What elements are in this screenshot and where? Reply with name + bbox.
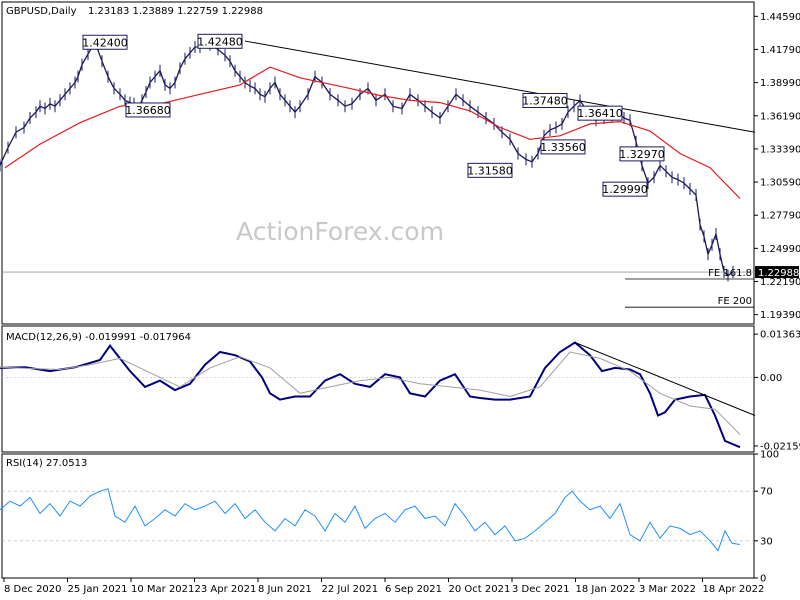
macd-trendline (574, 342, 756, 416)
price-level-label: 1.33560 (540, 141, 586, 154)
x-axis-tick-label: 25 Jan 2021 (68, 584, 128, 595)
current-price-tag (755, 266, 799, 279)
price-y-tick-label: 1.24990 (760, 244, 800, 255)
price-level-label: 1.42400 (82, 36, 128, 49)
macd-series-signal (0, 351, 741, 435)
current-price-label: 1.22988 (758, 268, 799, 279)
price-y-tick-label: 1.38990 (760, 78, 800, 89)
price-y-tick-label: 1.22190 (760, 277, 800, 288)
x-axis-tick-label: 10 Mar 2021 (131, 584, 194, 595)
fib-level-label: FE 161.8 (708, 268, 752, 279)
rsi-y-tick-label: 30 (760, 536, 773, 547)
watermark: ActionForex.com (236, 217, 444, 246)
x-axis-tick-label: 20 Oct 2021 (449, 584, 511, 595)
price-level-label-box (125, 102, 171, 118)
x-axis-tick-label: 18 Jan 2022 (576, 584, 636, 595)
macd-y-tick-label: -0.021592 (760, 441, 800, 452)
rsi-y-tick-label: 100 (760, 450, 779, 461)
x-axis-tick-label: 3 Dec 2021 (512, 584, 570, 595)
x-axis-tick-label: 3 Mar 2022 (639, 584, 696, 595)
price-level-label: 1.42480 (197, 35, 243, 48)
price-level-label: 1.36410 (577, 107, 623, 120)
fib-level-label: FE 200 (718, 296, 752, 307)
macd-header: MACD(12,26,9) -0.019991 -0.017964 (6, 332, 191, 343)
price-level-label-box (82, 34, 128, 50)
price-panel-frame (1, 1, 755, 325)
price-level-label-box (522, 92, 568, 108)
macd-panel-frame (1, 325, 755, 453)
macd-series-macd (0, 341, 741, 449)
price-level-label-box (540, 139, 586, 155)
price-level-label-box (619, 146, 665, 162)
price-level-label: 1.36680 (125, 104, 171, 117)
rsi-header: RSI(14) 27.0513 (6, 458, 87, 469)
x-axis-tick-label: 18 Apr 2022 (703, 584, 765, 595)
x-axis-tick-label: 6 Sep 2021 (385, 584, 442, 595)
x-axis-tick-label: 8 Jun 2021 (258, 584, 312, 595)
price-y-tick-label: 1.41790 (760, 45, 800, 56)
axes-layer: 1.44590 1.41790 1.38990 1.36190 1.33390 1.305… (3, 12, 800, 595)
price-y-tick-label: 1.27790 (760, 211, 800, 222)
price-level-label: 1.32970 (619, 148, 665, 161)
rsi-panel-frame (1, 453, 755, 579)
price-level-label-box (577, 105, 623, 121)
price-level-label: 1.29990 (602, 183, 648, 196)
price-y-tick-label: 1.19390 (760, 310, 800, 321)
price-y-tick-label: 1.30590 (760, 178, 800, 189)
price-level-label-box (602, 181, 648, 197)
macd-y-tick-label: 0.00 (760, 373, 782, 384)
price-level-label-box (467, 162, 513, 178)
price-level-label: 1.31580 (467, 164, 513, 177)
price-y-tick-label: 1.36190 (760, 111, 800, 122)
price-level-label-box (197, 33, 243, 49)
rsi-layer (0, 488, 754, 552)
price-header-symbol: GBPUSD,Daily (6, 6, 77, 17)
macd-y-tick-label: 0.013633 (760, 330, 800, 341)
price-layer: FE 161.8 FE 200 1.42400 1.36680 1.42480 1.315… (0, 33, 756, 308)
rsi-series (0, 488, 741, 552)
rsi-y-tick-label: 70 (760, 487, 773, 498)
x-axis-tick-label: 8 Dec 2020 (4, 584, 62, 595)
price-series-close (0, 40, 734, 277)
rsi-y-tick-label: 0 (760, 574, 766, 585)
price-y-tick-label: 1.33390 (760, 144, 800, 155)
x-axis-tick-label: 22 Jul 2021 (322, 584, 379, 595)
price-level-label: 1.37480 (522, 94, 568, 107)
price-header-ohlc: 1.23183 1.23889 1.22759 1.22988 (88, 6, 263, 17)
price-trendline (244, 40, 756, 133)
macd-layer (0, 341, 756, 449)
price-y-tick-label: 1.44590 (760, 12, 800, 23)
x-axis-tick-label: 23 Apr 2021 (195, 584, 257, 595)
